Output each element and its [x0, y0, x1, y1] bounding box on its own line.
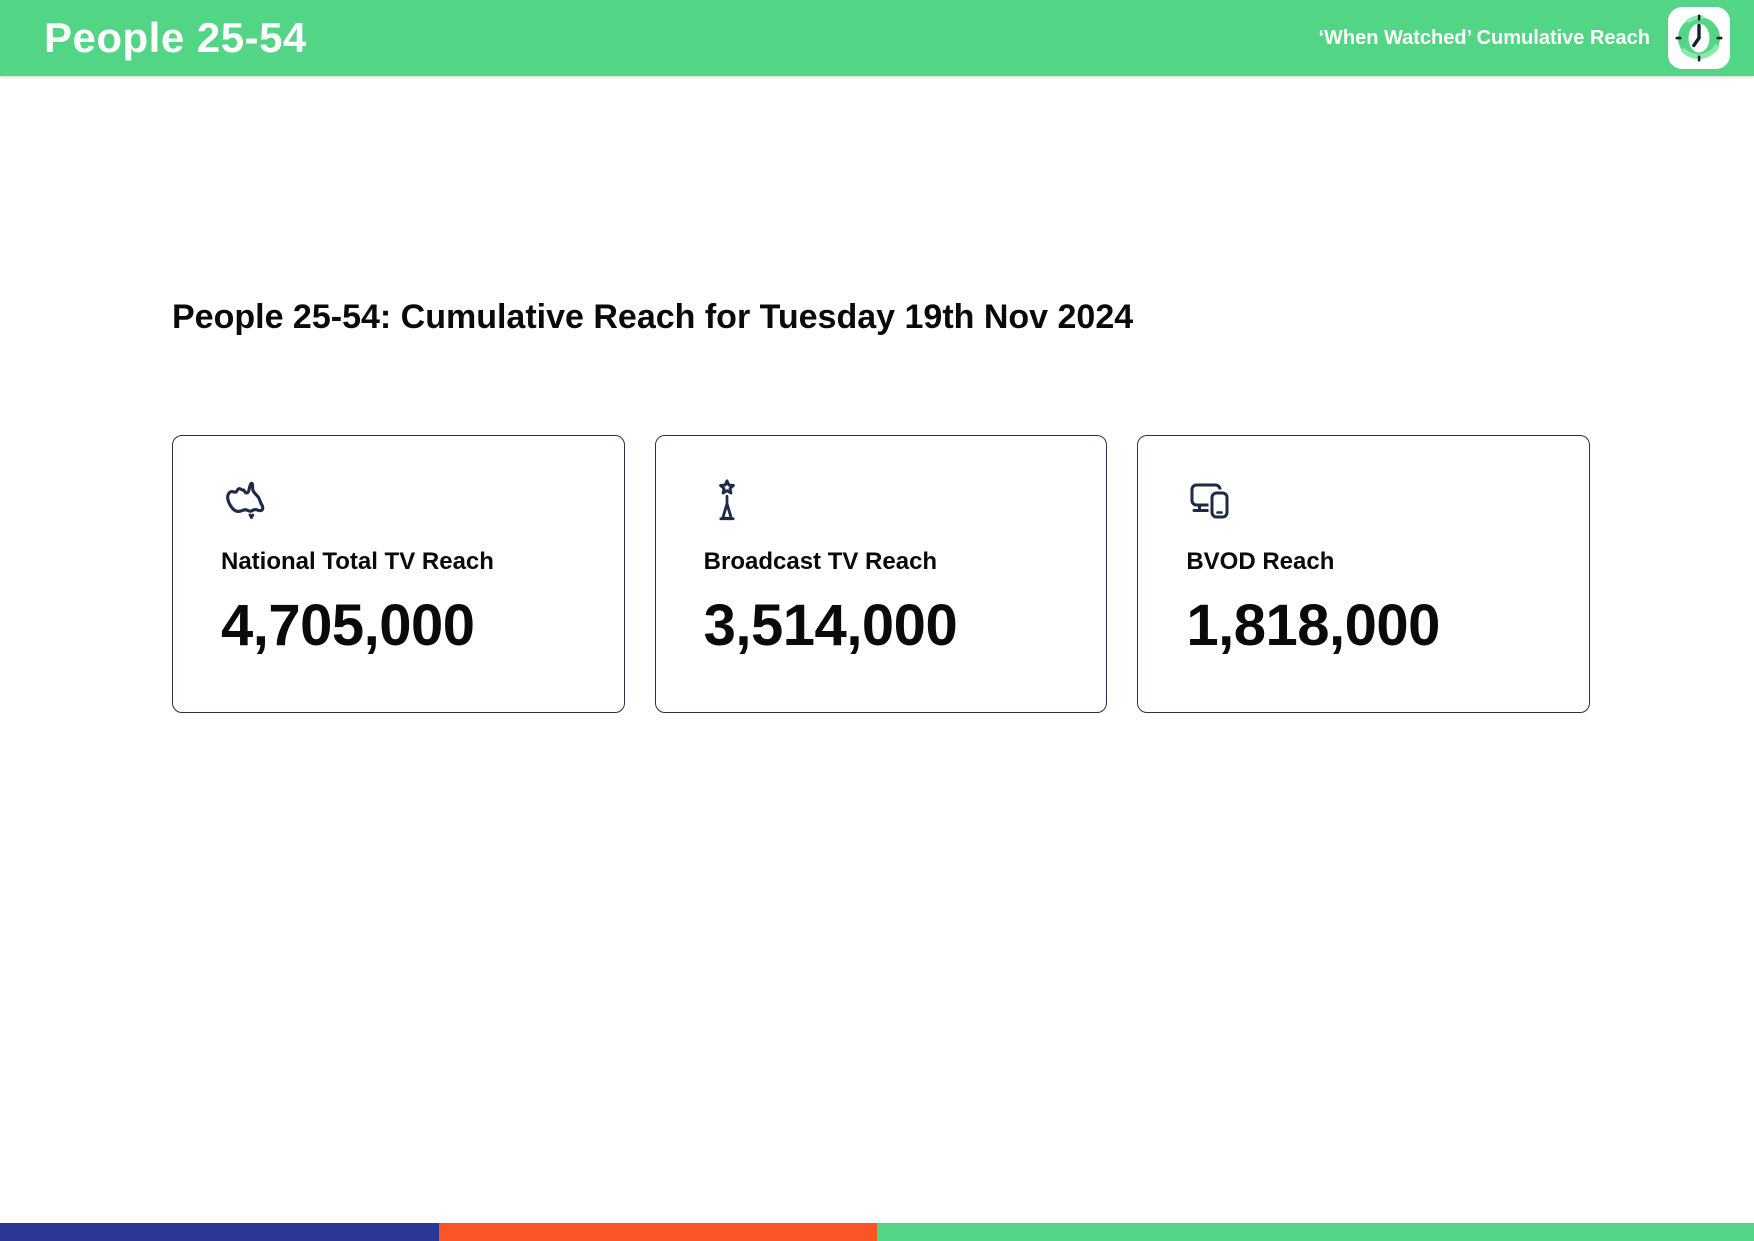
australia-map-icon — [221, 478, 271, 524]
cards-row: National Total TV Reach 4,705,000 Broadc… — [172, 435, 1591, 713]
footer-segment-navy — [0, 1223, 439, 1241]
broadcast-tower-icon — [704, 478, 754, 524]
card-value: 1,818,000 — [1186, 593, 1440, 658]
card-bvod-reach: BVOD Reach 1,818,000 — [1137, 435, 1591, 713]
card-label: National Total TV Reach — [221, 548, 494, 575]
card-value: 4,705,000 — [221, 593, 475, 658]
header-subtitle: ‘When Watched’ Cumulative Reach — [1318, 26, 1650, 49]
card-broadcast-tv-reach: Broadcast TV Reach 3,514,000 — [654, 435, 1108, 713]
card-label: Broadcast TV Reach — [703, 548, 938, 575]
card-label: BVOD Reach — [1186, 548, 1335, 575]
clock-app-icon — [1668, 7, 1730, 69]
footer-bar — [0, 1223, 1754, 1241]
clock-icon — [1675, 14, 1723, 62]
card-national-total-tv-reach: National Total TV Reach 4,705,000 — [172, 435, 625, 713]
card-value: 3,514,000 — [703, 593, 958, 658]
section-heading: People 25-54: Cumulative Reach for Tuesd… — [172, 298, 1134, 336]
header-right: ‘When Watched’ Cumulative Reach — [1318, 7, 1730, 69]
footer-segment-orange — [438, 1223, 877, 1241]
footer-segment-green — [877, 1223, 1754, 1241]
app-header: People 25-54 ‘When Watched’ Cumulative R… — [0, 0, 1754, 76]
page-title: People 25-54 — [44, 14, 307, 61]
devices-icon — [1186, 478, 1236, 524]
